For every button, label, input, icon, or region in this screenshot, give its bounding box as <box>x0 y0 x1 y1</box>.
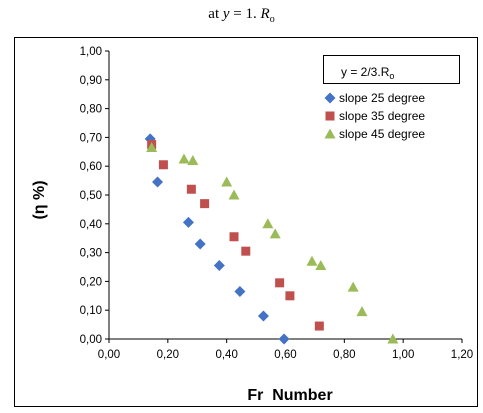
x-tick-label: 1,00 <box>392 349 414 361</box>
y-tick-label: 0,40 <box>80 219 102 231</box>
x-tick-label: 0,00 <box>98 349 120 361</box>
data-point <box>178 153 190 164</box>
data-point <box>152 176 164 188</box>
data-point <box>275 278 285 288</box>
caption-middle: = 1. <box>229 6 261 22</box>
data-point <box>315 260 327 271</box>
data-point <box>241 246 251 256</box>
data-point <box>234 285 246 297</box>
data-point <box>229 232 239 242</box>
legend-label: slope 35 degree <box>339 109 425 123</box>
data-point <box>262 218 274 229</box>
legend-marker <box>324 128 336 139</box>
y-tick-label: 0,90 <box>80 75 102 87</box>
annotation-box <box>323 55 460 84</box>
series-2 <box>147 140 324 331</box>
x-axis-title: Fr Number <box>247 387 332 404</box>
legend-label: slope 25 degree <box>339 91 425 105</box>
x-tick-label: 0,40 <box>215 349 237 361</box>
caption-subscript: o <box>269 14 275 25</box>
data-point <box>387 333 399 344</box>
data-point <box>186 184 196 194</box>
x-tick-label: 0,60 <box>274 349 296 361</box>
y-tick-label: 0,70 <box>80 132 102 144</box>
x-tick-label: 1,20 <box>451 349 473 361</box>
data-point <box>228 189 240 200</box>
y-tick-label: 0,10 <box>80 305 102 317</box>
data-point <box>269 228 281 239</box>
axes: 0,00 0,10 0,20 0,30 0,40 0,50 0,60 0,70 0,80 0,90… <box>80 46 474 361</box>
caption-variable: y <box>222 6 230 22</box>
data-point <box>356 306 368 317</box>
caption-prefix: at <box>208 6 223 22</box>
data-point <box>213 260 225 272</box>
legend: y = 2/3.Ro slope 25 degree slope 35 degree… <box>323 55 460 141</box>
data-point <box>221 176 233 187</box>
data-point <box>194 238 206 250</box>
data-point <box>306 255 318 266</box>
caption-radius: R <box>260 6 270 22</box>
y-tick-label: 0,60 <box>80 161 102 173</box>
data-point <box>146 141 158 152</box>
legend-marker <box>325 111 335 121</box>
y-tick-label: 0,00 <box>80 334 102 346</box>
data-point <box>200 199 210 209</box>
data-point <box>182 216 194 228</box>
data-point <box>187 154 199 165</box>
y-tick-label: 0,50 <box>80 190 102 202</box>
legend-label: slope 45 degree <box>339 127 425 141</box>
annotation-text: y = 2/3.Ro <box>341 65 394 81</box>
legend-marker <box>324 92 336 104</box>
y-tick-label: 1,00 <box>80 46 102 58</box>
x-tick-label: 0,80 <box>333 349 355 361</box>
data-point <box>257 310 269 322</box>
series-3 <box>146 141 399 344</box>
data-point <box>347 281 359 292</box>
y-tick-label: 0,20 <box>80 276 102 288</box>
data-point <box>285 291 295 301</box>
x-tick-label: 0,20 <box>157 349 179 361</box>
y-tick-label: 0,80 <box>80 104 102 116</box>
y-tick-label: 0,30 <box>80 248 102 260</box>
figure-caption: at y = 1. Ro <box>0 6 483 25</box>
y-axis-title: (η %) <box>31 180 48 219</box>
data-point <box>158 160 168 170</box>
series-1 <box>144 133 290 345</box>
data-point <box>278 333 290 345</box>
chart-frame <box>14 37 478 407</box>
data-point <box>314 321 324 331</box>
plot-area <box>144 133 399 345</box>
